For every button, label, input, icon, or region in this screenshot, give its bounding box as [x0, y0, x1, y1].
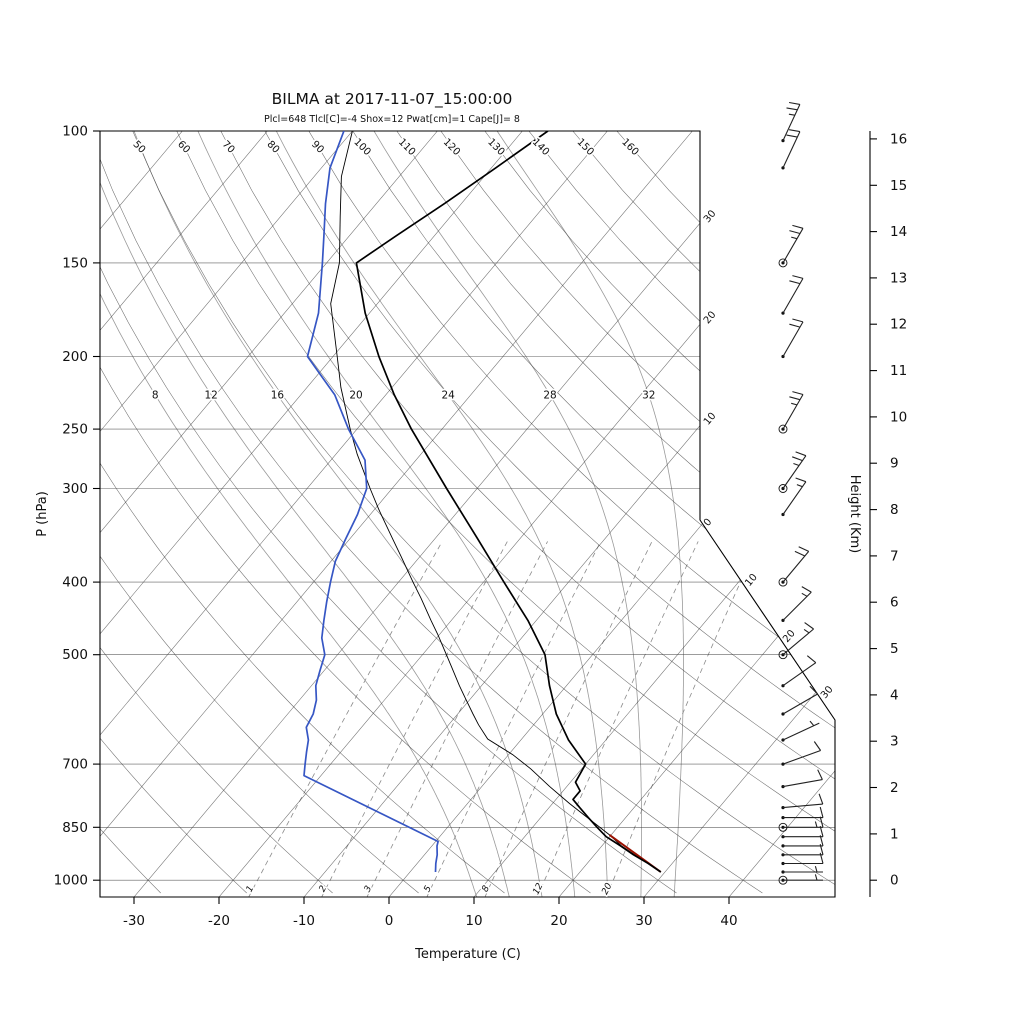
- svg-text:40: 40: [720, 913, 737, 929]
- svg-text:20: 20: [600, 881, 614, 896]
- svg-text:20: 20: [781, 628, 798, 645]
- svg-text:70: 70: [220, 139, 237, 156]
- svg-text:6: 6: [890, 595, 899, 611]
- svg-text:10: 10: [743, 572, 760, 589]
- svg-text:12: 12: [205, 389, 218, 401]
- svg-text:5: 5: [890, 641, 899, 657]
- svg-text:13: 13: [890, 270, 907, 286]
- wind-barb-column: [778, 101, 824, 885]
- height-axis-title: Height (Km): [847, 475, 862, 553]
- svg-text:-30: -30: [123, 913, 145, 929]
- svg-text:400: 400: [62, 575, 88, 591]
- svg-text:0: 0: [702, 517, 715, 529]
- svg-text:1: 1: [890, 826, 899, 842]
- svg-text:9: 9: [890, 456, 899, 472]
- x-axis-title: Temperature (C): [414, 947, 521, 962]
- svg-text:3: 3: [890, 734, 899, 750]
- svg-text:0: 0: [890, 873, 899, 889]
- svg-text:300: 300: [62, 481, 88, 497]
- svg-text:14: 14: [890, 224, 907, 240]
- svg-text:250: 250: [62, 422, 88, 438]
- svg-text:-10: -10: [293, 913, 315, 929]
- chart-title: BILMA at 2017-11-07_15:00:00: [272, 90, 513, 109]
- svg-text:1000: 1000: [54, 873, 88, 889]
- svg-text:200: 200: [62, 349, 88, 365]
- svg-text:160: 160: [619, 137, 640, 158]
- svg-text:150: 150: [62, 255, 88, 271]
- svg-text:16: 16: [271, 389, 285, 401]
- svg-text:15: 15: [890, 178, 907, 194]
- svg-text:4: 4: [890, 687, 899, 703]
- svg-text:60: 60: [175, 139, 192, 156]
- svg-text:850: 850: [62, 820, 88, 836]
- svg-text:11: 11: [890, 363, 907, 379]
- svg-text:100: 100: [351, 137, 372, 158]
- temperature-curve: [355, 131, 662, 873]
- plot-border: [99, 130, 836, 898]
- svg-text:20: 20: [349, 389, 362, 401]
- svg-text:-20: -20: [208, 913, 230, 929]
- svg-text:12: 12: [890, 317, 907, 333]
- svg-text:120: 120: [441, 137, 462, 158]
- svg-text:500: 500: [62, 647, 88, 663]
- svg-text:7: 7: [890, 548, 899, 564]
- svg-text:10: 10: [465, 913, 482, 929]
- svg-text:32: 32: [642, 389, 655, 401]
- svg-text:12: 12: [531, 881, 545, 896]
- svg-text:100: 100: [62, 124, 88, 140]
- svg-text:50: 50: [131, 139, 148, 156]
- svg-text:10: 10: [890, 409, 907, 425]
- svg-text:110: 110: [396, 137, 417, 158]
- svg-text:30: 30: [819, 684, 836, 701]
- svg-text:90: 90: [309, 139, 326, 156]
- sounding-curves: [303, 131, 662, 873]
- y-axis-title: P (hPa): [35, 491, 50, 537]
- svg-text:28: 28: [543, 389, 556, 401]
- svg-text:20: 20: [550, 913, 567, 929]
- grid-lines: [100, 131, 835, 897]
- svg-text:8: 8: [152, 389, 159, 401]
- svg-text:2: 2: [890, 780, 899, 796]
- svg-text:30: 30: [702, 208, 719, 225]
- svg-text:16: 16: [890, 131, 907, 147]
- svg-text:24: 24: [442, 389, 456, 401]
- svg-text:0: 0: [385, 913, 394, 929]
- chart-subtitle: Plcl=648 Tlcl[C]=-4 Shox=12 Pwat[cm]=1 C…: [264, 114, 520, 125]
- svg-text:700: 700: [62, 757, 88, 773]
- parcel-curve: [330, 131, 662, 873]
- svg-text:10: 10: [702, 411, 719, 428]
- dewpoint-curve: [303, 131, 439, 873]
- svg-text:30: 30: [635, 913, 652, 929]
- svg-text:20: 20: [702, 310, 719, 327]
- svg-text:8: 8: [890, 502, 899, 518]
- svg-text:80: 80: [264, 139, 281, 156]
